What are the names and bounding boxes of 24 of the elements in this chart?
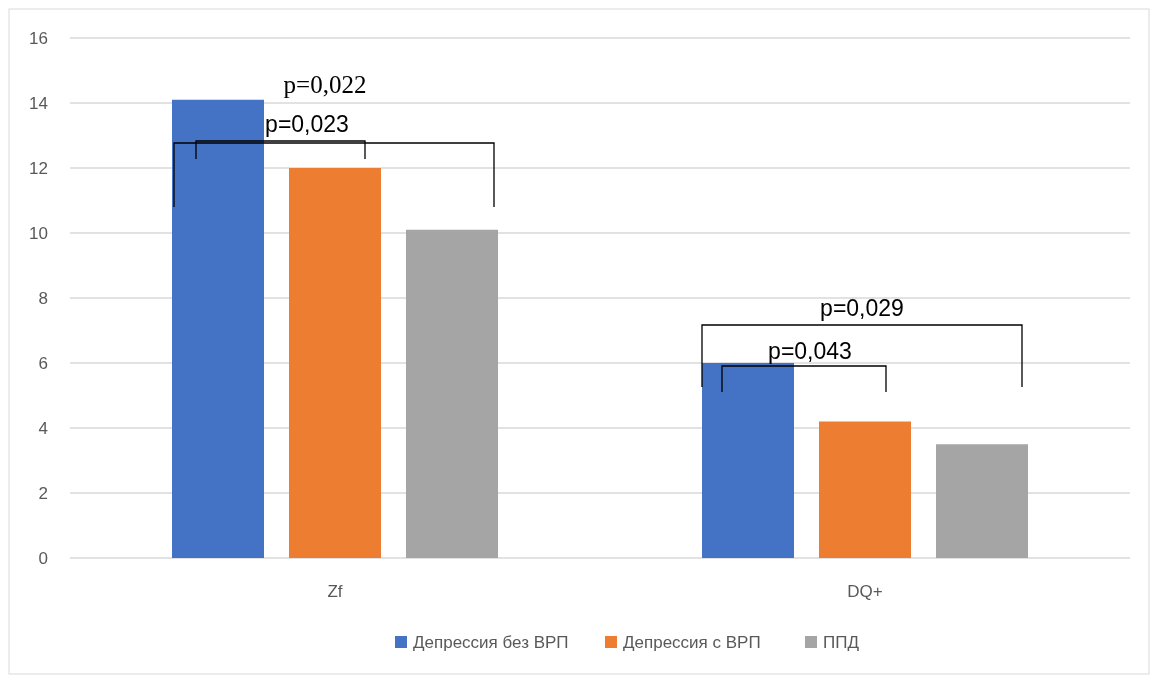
y-tick-label: 4 — [38, 418, 48, 438]
y-tick-label: 2 — [38, 483, 48, 503]
y-tick-label: 10 — [29, 223, 48, 243]
legend-label: Депрессия без ВРП — [413, 632, 569, 652]
annotation: p=0,029 — [820, 295, 904, 321]
bar — [702, 363, 794, 558]
x-tick-label: Zf — [327, 581, 343, 601]
bar — [406, 229, 498, 558]
annotation: p=0,043 — [768, 338, 852, 364]
bar — [936, 444, 1028, 558]
y-tick-label: 6 — [38, 353, 48, 373]
y-tick-label: 0 — [38, 548, 48, 568]
bar — [819, 421, 911, 558]
y-tick-label: 12 — [29, 158, 48, 178]
bar — [289, 168, 381, 558]
bar — [172, 99, 264, 558]
legend-label: ППД — [823, 632, 860, 652]
y-tick-label: 16 — [29, 28, 48, 48]
annotation: p=0,023 — [265, 111, 349, 137]
x-tick-label: DQ+ — [847, 581, 883, 601]
annotation: p=0,022 — [283, 71, 367, 98]
y-tick-label: 8 — [38, 288, 48, 308]
legend-label: Депрессия с ВРП — [623, 632, 761, 652]
y-tick-label: 14 — [29, 93, 48, 113]
